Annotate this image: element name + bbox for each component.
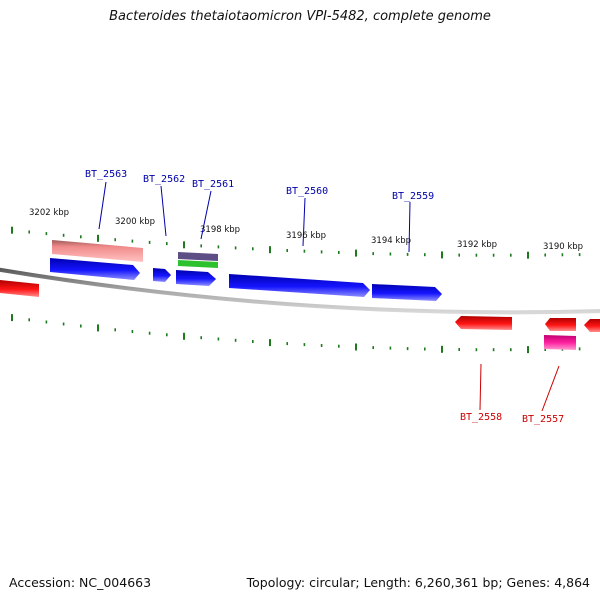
genome-summary-text: Topology: circular; Length: 6,260,361 bp… bbox=[246, 575, 590, 590]
accession-text: Accession: NC_004663 bbox=[9, 575, 152, 590]
leader-line-bt-2560 bbox=[302, 197, 306, 247]
gene-arrow-bt-2563[interactable] bbox=[50, 258, 140, 280]
gene-label-bt-2557[interactable]: BT_2557 bbox=[522, 414, 564, 425]
gene-arrow-bt-2558[interactable] bbox=[455, 316, 512, 330]
inner-tick-row bbox=[11, 314, 581, 354]
gene-label-bt-2563[interactable]: BT_2563 bbox=[85, 169, 127, 180]
tick-label-3198: 3198 kbp bbox=[200, 225, 240, 235]
leader-line-bt-2563 bbox=[98, 181, 107, 230]
leader-line-bt-2558 bbox=[479, 363, 482, 411]
tick-label-3190: 3190 kbp bbox=[543, 242, 583, 252]
gene-arrow-bt-2557[interactable] bbox=[545, 318, 576, 331]
leader-line-bt-2559 bbox=[408, 201, 411, 253]
gene-arrow-bt-2562[interactable] bbox=[153, 268, 171, 282]
gene-label-bt-2562[interactable]: BT_2562 bbox=[143, 174, 185, 185]
gene-label-bt-2558[interactable]: BT_2558 bbox=[460, 412, 502, 423]
gene-arrow-bt-2559[interactable] bbox=[372, 284, 442, 301]
gene-arrow-left-edge[interactable] bbox=[0, 280, 39, 297]
outer-tick-row bbox=[11, 226, 581, 259]
tick-label-3194: 3194 kbp bbox=[371, 236, 411, 246]
feature-grey-bar bbox=[178, 252, 218, 261]
leader-line-bt-2561 bbox=[200, 190, 212, 240]
map-title: Bacteroides thetaiotaomicron VPI-5482, c… bbox=[109, 9, 491, 24]
gene-arrow-right-edge[interactable] bbox=[584, 319, 600, 332]
tick-label-3192: 3192 kbp bbox=[457, 240, 497, 250]
tick-label-3196: 3196 kbp bbox=[286, 231, 326, 241]
gene-arrow-bt-2561[interactable] bbox=[176, 270, 216, 286]
feature-rna-bar bbox=[52, 240, 143, 262]
genome-backbone bbox=[0, 267, 600, 315]
leader-line-bt-2557 bbox=[541, 365, 560, 412]
gene-label-bt-2560[interactable]: BT_2560 bbox=[286, 186, 328, 197]
gene-arrow-bt-2560[interactable] bbox=[229, 274, 370, 297]
gene-label-bt-2561[interactable]: BT_2561 bbox=[192, 179, 234, 190]
leader-line-bt-2562 bbox=[160, 185, 167, 237]
tick-label-3200: 3200 kbp bbox=[115, 217, 155, 227]
feature-green-bar bbox=[178, 260, 218, 268]
gene-label-bt-2559[interactable]: BT_2559 bbox=[392, 191, 434, 202]
feature-magenta-bar bbox=[544, 335, 576, 350]
tick-label-3202: 3202 kbp bbox=[29, 208, 69, 218]
